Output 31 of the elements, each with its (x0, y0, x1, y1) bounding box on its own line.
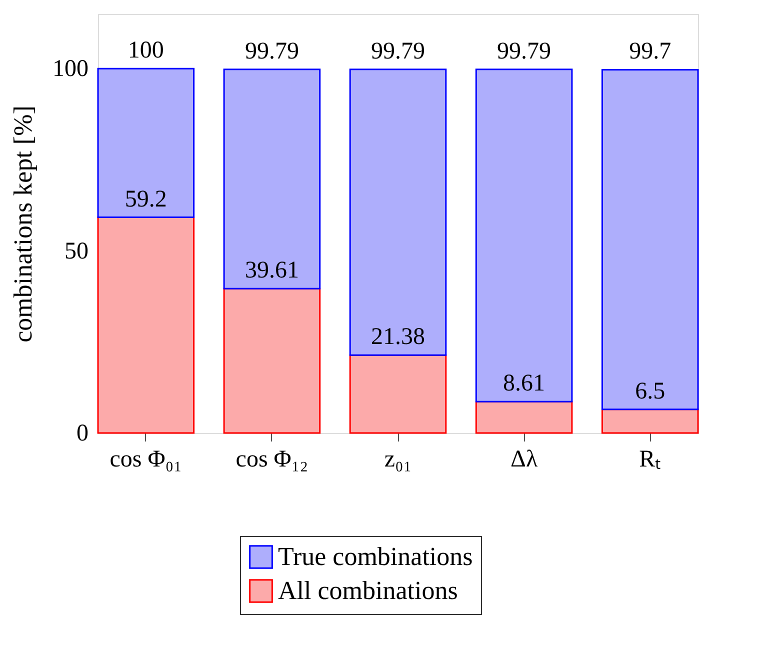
bar (475, 68, 573, 402)
total-label: 99.79 (497, 38, 552, 64)
y-tick-label: 50 (64, 238, 88, 264)
bar (349, 354, 447, 434)
total-label: 100 (128, 38, 164, 64)
bar (97, 216, 195, 434)
x-tick-label: z₀₁ (384, 446, 412, 472)
x-tick-label: cos Φ₁₂ (236, 446, 308, 472)
y-axis-title: combinations kept [%] (8, 106, 38, 342)
bar (601, 408, 699, 434)
data-label: 21.38 (371, 324, 425, 350)
data-label: 59.2 (124, 186, 167, 212)
x-tick-label: Rₜ (639, 446, 662, 472)
x-tick-label: Δλ (510, 446, 538, 472)
total-label: 99.79 (371, 38, 425, 64)
data-label: 39.61 (244, 258, 299, 284)
bar (475, 400, 573, 434)
data-label: 8.61 (503, 370, 546, 397)
total-label: 99.79 (244, 38, 299, 64)
legend-label: All combinations (278, 576, 458, 605)
bar (349, 68, 447, 356)
y-tick-label: 100 (52, 56, 88, 82)
y-tick-label: 0 (76, 420, 88, 446)
total-label: 99.7 (629, 38, 672, 65)
bar (601, 68, 699, 410)
bar (97, 68, 195, 218)
bar (223, 68, 321, 290)
x-tick-label: cos Φ₀₁ (110, 446, 182, 472)
legend-label: True combinations (278, 542, 473, 571)
data-label: 6.5 (635, 378, 666, 404)
bar (223, 288, 321, 434)
